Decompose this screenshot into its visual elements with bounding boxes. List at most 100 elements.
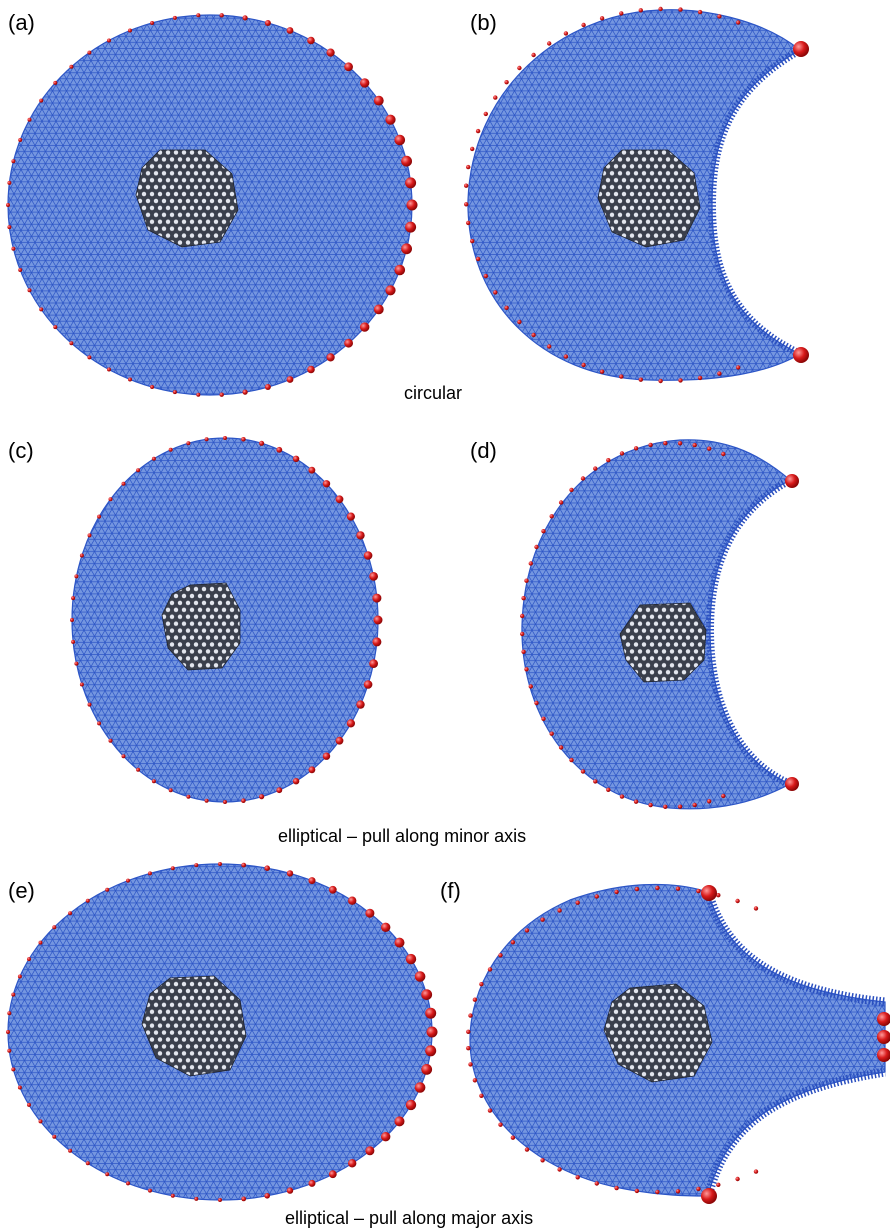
boundary-bead xyxy=(696,888,701,894)
boundary-bead xyxy=(524,578,529,583)
boundary-bead xyxy=(466,220,471,226)
boundary-bead xyxy=(717,371,722,376)
boundary-bead xyxy=(151,779,156,784)
boundary-bead xyxy=(692,802,697,808)
pull-bead-end-3-f xyxy=(877,1048,890,1062)
boundary-bead xyxy=(136,767,141,772)
boundary-bead xyxy=(581,22,586,28)
boundary-bead xyxy=(599,16,605,21)
pull-bead-top-b xyxy=(793,41,809,57)
boundary-bead xyxy=(426,1026,438,1038)
boundary-bead xyxy=(707,799,712,804)
boundary-bead xyxy=(276,446,283,453)
boundary-bead xyxy=(675,1189,681,1194)
boundary-bead xyxy=(504,80,509,85)
boundary-bead xyxy=(108,738,113,743)
boundary-bead xyxy=(563,354,569,359)
boundary-bead xyxy=(558,745,564,750)
boundary-bead xyxy=(38,1119,43,1124)
boundary-bead xyxy=(540,917,545,922)
boundary-bead xyxy=(308,877,316,885)
boundary-bead xyxy=(634,1188,640,1194)
boundary-bead xyxy=(308,466,316,474)
boundary-bead xyxy=(79,553,84,558)
boundary-bead xyxy=(487,967,493,972)
boundary-bead xyxy=(97,721,102,726)
boundary-bead xyxy=(360,78,370,88)
boundary-bead xyxy=(328,1170,337,1179)
boundary-bead xyxy=(547,41,552,46)
boundary-bead xyxy=(344,338,353,348)
boundary-bead xyxy=(136,468,141,473)
boundary-bead xyxy=(346,719,355,728)
boundary-bead xyxy=(541,529,546,534)
panel-d: (d) xyxy=(470,438,799,810)
boundary-bead xyxy=(521,596,526,601)
boundary-bead xyxy=(170,1193,175,1198)
boundary-bead xyxy=(504,305,509,310)
boundary-bead xyxy=(241,437,246,442)
boundary-bead xyxy=(541,716,546,721)
boundary-bead xyxy=(69,64,74,69)
boundary-bead xyxy=(87,355,92,360)
beads-e xyxy=(6,862,438,1202)
boundary-bead xyxy=(549,731,554,736)
boundary-bead xyxy=(558,500,564,505)
boundary-bead xyxy=(326,48,335,57)
boundary-bead xyxy=(335,736,344,745)
boundary-bead xyxy=(468,1062,473,1067)
boundary-bead xyxy=(493,95,498,100)
boundary-bead xyxy=(356,700,365,709)
boundary-bead xyxy=(308,1179,316,1187)
boundary-bead xyxy=(308,766,316,774)
boundary-bead xyxy=(27,117,32,122)
boundary-bead xyxy=(594,894,599,899)
panel-label-b: (b) xyxy=(470,10,497,35)
boundary-bead xyxy=(105,887,110,892)
boundary-bead xyxy=(219,13,224,18)
boundary-bead xyxy=(38,940,43,945)
boundary-bead xyxy=(634,886,640,892)
boundary-bead xyxy=(619,11,624,16)
boundary-bead xyxy=(614,889,619,895)
boundary-bead xyxy=(470,238,475,244)
boundary-bead xyxy=(223,436,227,440)
boundary-bead xyxy=(475,128,481,134)
inclusion-f xyxy=(603,983,713,1083)
boundary-bead xyxy=(335,495,344,504)
panel-label-e: (e) xyxy=(8,878,35,903)
boundary-bead xyxy=(493,290,498,295)
panel-c: (c) xyxy=(8,436,383,804)
boundary-bead xyxy=(6,203,10,207)
boundary-bead xyxy=(223,800,227,804)
boundary-bead xyxy=(68,911,73,916)
boundary-bead xyxy=(648,442,653,448)
caption-minor-axis: elliptical – pull along minor axis xyxy=(278,826,526,846)
boundary-bead xyxy=(27,288,32,293)
boundary-bead xyxy=(510,940,516,945)
boundary-bead xyxy=(307,365,315,374)
boundary-bead xyxy=(638,8,643,13)
boundary-bead xyxy=(121,754,126,759)
boundary-bead xyxy=(385,285,396,296)
boundary-bead xyxy=(675,886,681,891)
boundary-bead xyxy=(170,866,175,871)
boundary-bead xyxy=(677,804,683,809)
boundary-bead xyxy=(69,341,74,346)
boundary-bead xyxy=(218,862,222,866)
pull-bead-end-1-f xyxy=(877,1012,890,1026)
boundary-bead xyxy=(286,870,294,877)
boundary-bead xyxy=(498,1122,503,1127)
panel-label-c: (c) xyxy=(8,438,34,463)
boundary-bead xyxy=(344,62,353,72)
boundary-bead xyxy=(7,225,12,230)
boundary-bead xyxy=(373,615,383,625)
boundary-bead xyxy=(6,1030,10,1034)
boundary-bead xyxy=(619,374,624,379)
boundary-bead xyxy=(753,1169,759,1174)
boundary-bead xyxy=(87,50,92,55)
boundary-bead xyxy=(606,458,611,463)
boundary-bead xyxy=(108,497,113,502)
boundary-bead xyxy=(524,1147,530,1152)
beads-f xyxy=(466,885,759,1195)
